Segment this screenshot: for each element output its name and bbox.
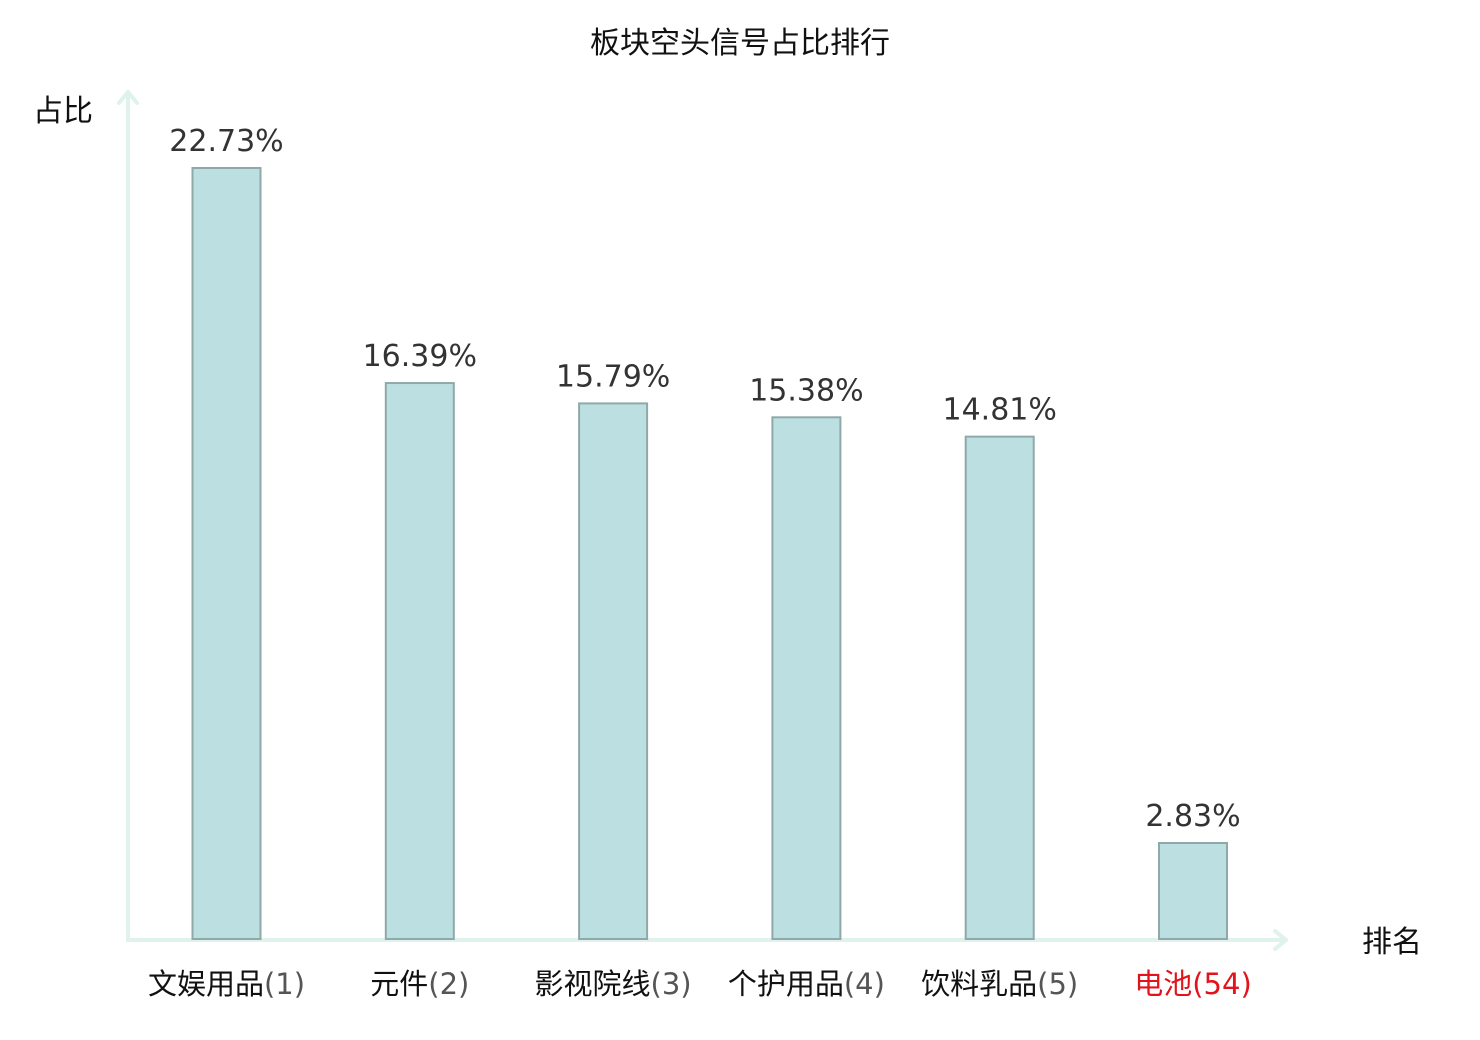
category-name: 影视院线 — [535, 967, 651, 1001]
category-name: 饮料乳品 — [921, 967, 1037, 1001]
category-label: 文娱用品(1) — [148, 967, 305, 1001]
category-name: 电池 — [1134, 967, 1192, 1001]
category-name: 元件 — [370, 967, 428, 1001]
category-label: 电池(54) — [1134, 967, 1252, 1001]
category-rank: (4) — [844, 967, 885, 1001]
chart-title: 板块空头信号占比排行 — [590, 26, 890, 61]
category-rank: (2) — [428, 967, 469, 1001]
bar-value-label: 15.38% — [749, 373, 863, 408]
bar-value-label: 15.79% — [556, 359, 670, 394]
bar-series: 22.73% 文娱用品(1) 16.39% 元件(2) 15.79% 影视院线(3) 15.… — [148, 124, 1252, 1001]
bar — [964, 435, 1035, 940]
category-rank: (1) — [264, 967, 305, 1001]
category-label: 影视院线(3) — [535, 967, 692, 1001]
x-axis-title: 排名 — [1362, 925, 1422, 960]
y-axis — [117, 90, 139, 942]
bar — [384, 382, 455, 940]
x-axis-arrow-icon — [1273, 929, 1288, 951]
category-name: 个护用品 — [728, 967, 844, 1001]
category-label: 个护用品(4) — [728, 967, 885, 1001]
y-axis-arrow-icon — [117, 90, 139, 105]
category-label: 饮料乳品(5) — [921, 967, 1078, 1001]
bar — [1158, 842, 1228, 940]
bar-value-label: 2.83% — [1145, 799, 1240, 834]
bar-value-label: 14.81% — [943, 393, 1057, 428]
category-rank: (5) — [1037, 967, 1078, 1001]
category-label: 元件(2) — [370, 967, 469, 1001]
x-axis — [126, 929, 1288, 951]
category-rank: (3) — [651, 967, 692, 1001]
category-name: 文娱用品 — [148, 967, 264, 1001]
bar — [191, 167, 262, 940]
bar-value-label: 16.39% — [363, 339, 477, 374]
category-rank: (54) — [1192, 967, 1252, 1001]
bar — [578, 402, 649, 940]
bar-value-label: 22.73% — [169, 124, 283, 159]
bar — [771, 416, 842, 941]
y-axis-title: 占比 — [33, 94, 93, 129]
